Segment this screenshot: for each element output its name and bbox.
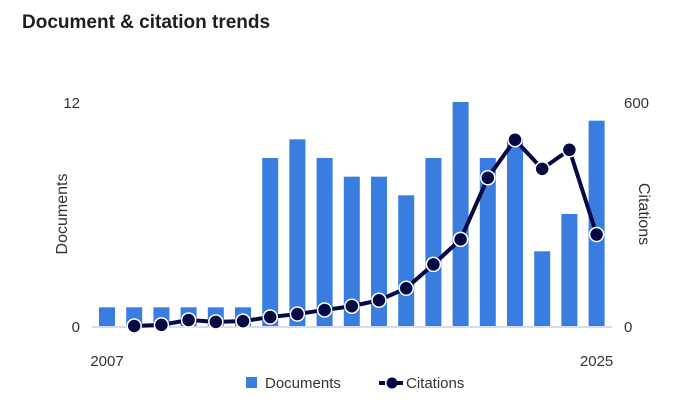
left-tick-label: 0 bbox=[72, 319, 80, 336]
x-tick-label: 2007 bbox=[90, 353, 123, 370]
bar-documents-2022 bbox=[507, 139, 523, 326]
bar-documents-2025 bbox=[588, 120, 605, 327]
point-citations-2013 bbox=[262, 309, 278, 325]
point-citations-2025 bbox=[588, 226, 605, 243]
point-citations-2018 bbox=[398, 280, 414, 297]
point-citations-2021 bbox=[480, 170, 496, 186]
point-citations-2009 bbox=[153, 317, 170, 333]
point-citations-2008 bbox=[126, 318, 142, 334]
right-tick-label: 0 bbox=[624, 319, 632, 336]
bar-documents-2019 bbox=[425, 158, 442, 326]
legend-documents-label: Documents bbox=[265, 375, 341, 392]
bar-documents-2015 bbox=[316, 158, 333, 326]
point-citations-2023 bbox=[534, 161, 550, 177]
bar-documents-2018 bbox=[398, 195, 415, 326]
bar-documents-2007 bbox=[99, 307, 115, 326]
bar-documents-2024 bbox=[561, 214, 578, 326]
bar-documents-2016 bbox=[343, 176, 360, 326]
right-axis-title: Citations bbox=[635, 183, 652, 245]
right-tick-label: 600 bbox=[624, 95, 649, 112]
point-citations-2011 bbox=[208, 314, 224, 330]
line-citations bbox=[134, 137, 599, 328]
bar-documents-2021 bbox=[479, 158, 496, 326]
left-axis-title: Documents bbox=[54, 174, 71, 255]
left-tick-label: 12 bbox=[63, 95, 80, 112]
point-citations-2024 bbox=[561, 142, 578, 158]
point-citations-2019 bbox=[425, 256, 442, 273]
point-citations-2022 bbox=[507, 131, 523, 148]
point-citations-2010 bbox=[180, 312, 197, 328]
legend-citations-label: Citations bbox=[406, 375, 464, 392]
x-tick-label: 2025 bbox=[580, 353, 613, 370]
bar-documents-2013 bbox=[262, 158, 279, 326]
legend-documents-swatch bbox=[246, 377, 257, 388]
bar-documents-2017 bbox=[371, 176, 387, 326]
point-citations-2012 bbox=[235, 313, 251, 329]
point-citations-2014 bbox=[289, 306, 306, 322]
point-citations-2016 bbox=[344, 298, 360, 314]
chart-title: Document & citation trends bbox=[22, 12, 271, 33]
point-citations-2015 bbox=[316, 302, 333, 318]
point-citations-2017 bbox=[371, 292, 387, 308]
legend-citations-marker bbox=[386, 377, 398, 389]
bar-documents-2020 bbox=[452, 102, 469, 326]
bar-documents-2014 bbox=[289, 139, 306, 326]
bar-documents-2023 bbox=[534, 251, 551, 326]
point-citations-2020 bbox=[452, 231, 469, 248]
